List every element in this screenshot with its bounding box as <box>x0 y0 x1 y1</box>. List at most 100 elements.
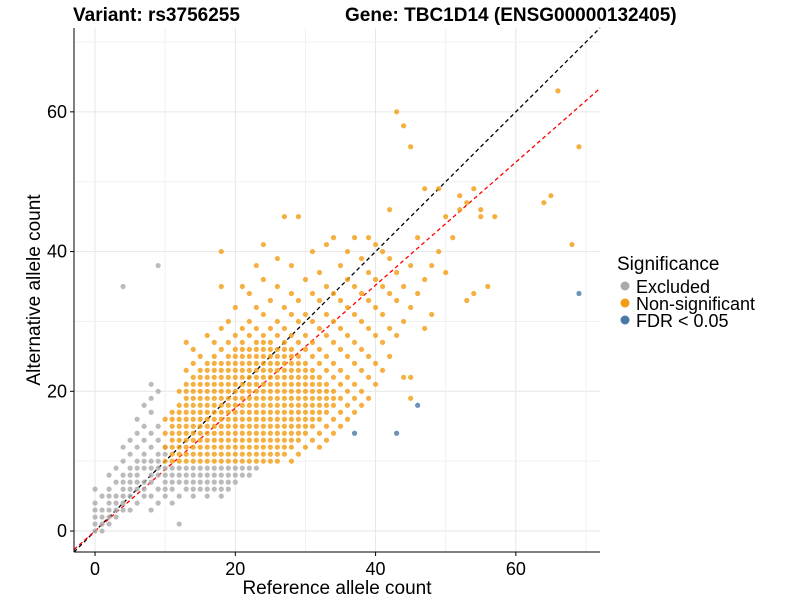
point-non-significant <box>246 423 252 429</box>
point-excluded <box>113 493 119 499</box>
point-non-significant <box>211 437 217 443</box>
point-excluded <box>92 528 98 534</box>
point-non-significant <box>351 283 358 290</box>
point-non-significant <box>246 290 252 297</box>
point-excluded <box>176 472 182 478</box>
point-excluded <box>190 465 196 471</box>
x-tick-label: 20 <box>225 559 245 579</box>
point-excluded <box>92 514 98 520</box>
point-excluded <box>120 472 126 478</box>
point-non-significant <box>323 332 330 339</box>
point-non-significant <box>330 388 337 394</box>
point-excluded <box>92 486 98 492</box>
legend-marker <box>620 315 630 325</box>
point-excluded <box>225 472 231 478</box>
point-non-significant <box>239 458 245 464</box>
point-non-significant <box>239 437 245 443</box>
point-non-significant <box>330 416 337 422</box>
point-non-significant <box>281 423 287 429</box>
point-non-significant <box>309 318 316 325</box>
point-non-significant <box>267 451 273 457</box>
point-non-significant <box>274 430 280 436</box>
y-tick-label: 0 <box>57 521 67 541</box>
point-non-significant <box>225 416 231 422</box>
point-non-significant <box>246 409 252 415</box>
point-non-significant <box>394 269 400 276</box>
point-non-significant <box>281 346 287 352</box>
point-non-significant <box>211 409 217 415</box>
point-non-significant <box>197 409 203 415</box>
point-excluded <box>148 479 154 485</box>
point-non-significant <box>260 360 266 366</box>
point-non-significant <box>225 353 231 359</box>
point-non-significant <box>169 444 175 450</box>
point-excluded <box>134 444 140 450</box>
point-non-significant <box>232 423 238 429</box>
point-non-significant <box>232 444 238 450</box>
point-non-significant <box>379 248 386 255</box>
point-non-significant <box>211 367 217 373</box>
point-non-significant <box>246 346 252 352</box>
point-non-significant <box>281 214 287 220</box>
point-non-significant <box>372 381 379 387</box>
point-non-significant <box>408 304 414 311</box>
point-non-significant <box>274 416 280 422</box>
point-non-significant <box>387 207 393 213</box>
point-non-significant <box>576 144 582 150</box>
point-non-significant <box>436 248 442 255</box>
point-non-significant <box>204 416 210 422</box>
point-non-significant <box>218 388 224 394</box>
point-non-significant <box>190 416 196 422</box>
point-non-significant <box>260 381 266 387</box>
point-non-significant <box>211 430 217 436</box>
point-non-significant <box>225 430 231 436</box>
point-non-significant <box>204 367 210 373</box>
point-non-significant <box>330 235 337 241</box>
point-excluded <box>134 500 140 506</box>
point-non-significant <box>260 437 266 443</box>
point-non-significant <box>232 416 238 422</box>
point-non-significant <box>232 374 238 380</box>
point-excluded <box>176 465 182 471</box>
point-non-significant <box>344 276 351 283</box>
point-non-significant <box>190 409 196 415</box>
point-excluded <box>246 472 252 478</box>
point-non-significant <box>260 402 266 408</box>
point-non-significant <box>302 311 309 318</box>
legend-marker <box>620 281 630 291</box>
point-non-significant <box>295 360 302 366</box>
point-non-significant <box>288 360 295 366</box>
x-tick-label: 40 <box>366 559 386 579</box>
point-excluded <box>106 486 112 492</box>
point-excluded <box>190 479 196 485</box>
point-non-significant <box>288 395 295 401</box>
point-non-significant <box>288 381 295 387</box>
point-non-significant <box>288 416 295 422</box>
point-non-significant <box>225 402 231 408</box>
point-non-significant <box>274 437 280 443</box>
point-non-significant <box>408 144 414 150</box>
point-non-significant <box>218 444 224 450</box>
point-excluded <box>134 486 140 492</box>
point-excluded <box>232 472 238 478</box>
point-non-significant <box>344 374 351 380</box>
point-non-significant <box>302 367 309 373</box>
point-non-significant <box>274 374 280 380</box>
point-non-significant <box>302 374 309 380</box>
point-non-significant <box>408 395 414 401</box>
point-excluded <box>120 493 126 499</box>
point-non-significant <box>281 381 287 387</box>
point-non-significant <box>211 416 217 422</box>
legend-label: Non-significant <box>636 294 755 314</box>
point-non-significant <box>253 367 259 373</box>
y-tick-label: 60 <box>47 102 67 122</box>
point-excluded <box>92 521 98 527</box>
point-fdr-0-05 <box>415 402 421 408</box>
point-non-significant <box>204 430 210 436</box>
point-excluded <box>106 521 112 527</box>
point-non-significant <box>218 423 224 429</box>
point-non-significant <box>351 395 358 401</box>
point-non-significant <box>288 353 295 359</box>
point-non-significant <box>281 416 287 422</box>
point-excluded <box>141 402 147 408</box>
